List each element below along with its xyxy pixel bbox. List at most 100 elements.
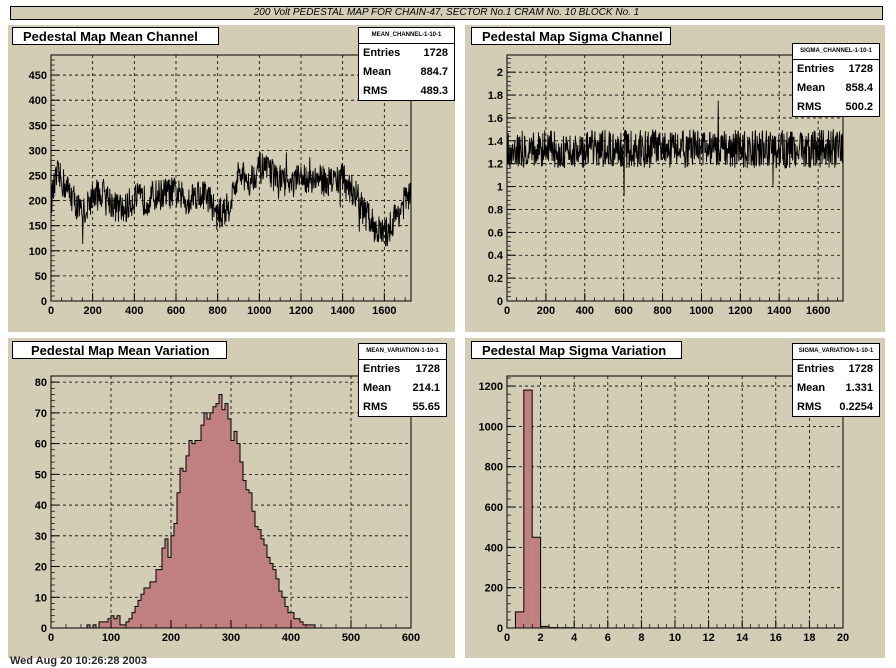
mean-label: Mean <box>363 382 392 394</box>
x-tick-label: 400 <box>576 305 594 317</box>
histogram-bar <box>132 612 135 628</box>
histogram-bar <box>177 492 180 628</box>
histogram-bar <box>207 419 210 628</box>
pad-mean-variation: 0 100 200 300 400 500 600 0 10 20 30 40 50 60 70 80 Ped… <box>8 338 455 658</box>
mean-value: 214.1 <box>412 382 440 394</box>
entries-label: Entries <box>363 47 401 59</box>
rms-value: 55.65 <box>412 401 440 413</box>
y-tick-label: 1.2 <box>488 159 503 171</box>
y-tick-label: 400 <box>29 95 47 107</box>
rms-value: 500.2 <box>845 101 873 113</box>
x-tick-label: 200 <box>83 305 101 317</box>
histogram-bar <box>228 419 231 628</box>
histogram-bar <box>246 489 249 628</box>
histogram-bar <box>285 606 288 628</box>
histogram-bar <box>222 409 225 628</box>
histogram-bar <box>156 569 159 628</box>
y-tick-label: 0 <box>497 623 503 635</box>
histogram-bar <box>180 468 183 628</box>
y-tick-label: 10 <box>35 592 47 604</box>
x-tick-label: 1000 <box>247 305 271 317</box>
histogram-bar <box>252 511 255 628</box>
histogram-bar <box>201 425 204 628</box>
y-tick-label: 0.6 <box>488 227 503 239</box>
sigma-variation-title: Pedestal Map Sigma Variation <box>471 341 682 359</box>
y-tick-label: 1000 <box>479 421 503 433</box>
stats-name: MEAN_CHANNEL-1-10-1 <box>359 28 454 44</box>
histogram-bar <box>276 578 279 628</box>
y-tick-label: 60 <box>35 439 47 451</box>
x-tick-label: 1000 <box>689 305 713 317</box>
histogram-bar <box>105 621 108 628</box>
histogram-bar <box>261 538 264 628</box>
y-tick-label: 400 <box>485 542 503 554</box>
y-tick-label: 80 <box>35 377 47 389</box>
x-tick-label: 1600 <box>806 305 830 317</box>
y-tick-label: 250 <box>29 170 47 182</box>
series-line <box>50 152 411 247</box>
histogram-bar <box>234 431 237 628</box>
entries-value: 1728 <box>848 363 873 375</box>
x-tick-label: 1200 <box>728 305 752 317</box>
histogram-bar <box>99 621 102 628</box>
y-tick-label: 2 <box>497 67 503 79</box>
histogram-bar <box>225 403 228 628</box>
histogram-bar <box>210 412 213 628</box>
x-tick-label: 200 <box>162 632 180 644</box>
sigma-variation-stats-box: SIGMA_VARIATION-1-10-1 Entries 1728 Mean 1… <box>792 343 880 417</box>
x-tick-label: 1600 <box>372 305 396 317</box>
histogram-bar <box>117 615 120 628</box>
histogram-bar <box>186 455 189 628</box>
histogram-bar <box>126 621 129 628</box>
y-tick-label: 600 <box>485 502 503 514</box>
histogram-bar <box>189 440 192 628</box>
entries-value: 1728 <box>848 63 873 75</box>
histogram-bar <box>120 624 123 628</box>
histogram-bar <box>87 624 90 628</box>
y-tick-label: 1.4 <box>488 136 504 148</box>
histogram-bar <box>291 612 294 628</box>
histogram-bar <box>114 618 117 628</box>
histogram-bar <box>108 618 111 628</box>
axes-frame <box>50 54 412 302</box>
x-tick-label: 800 <box>208 305 226 317</box>
x-tick-label: 400 <box>125 305 143 317</box>
y-tick-label: 0.4 <box>488 250 504 262</box>
histogram-bar <box>258 529 261 628</box>
y-tick-label: 0 <box>41 623 47 635</box>
stats-name: SIGMA_VARIATION-1-10-1 <box>793 344 879 360</box>
sigma-channel-stats-box: SIGMA_CHANNEL-1-10-1 Entries 1728 Mean 858… <box>792 43 880 117</box>
y-tick-label: 100 <box>29 246 47 258</box>
histogram-bar <box>270 563 273 628</box>
x-tick-label: 200 <box>537 305 555 317</box>
y-tick-label: 0 <box>497 296 503 308</box>
x-tick-label: 14 <box>736 632 749 644</box>
histogram-bar <box>294 618 297 628</box>
pad-sigma-channel: 0 200 400 600 800 1000 1200 1400 1600 0 0.2 0.4 0.6 0… <box>465 25 885 332</box>
x-tick-label: 600 <box>614 305 632 317</box>
entries-label: Entries <box>363 363 401 375</box>
pad-mean-channel: 0 200 400 600 800 1000 1200 1400 1600 0 50 100 150 20… <box>8 25 455 332</box>
histogram-bar <box>523 390 533 628</box>
plot-area <box>507 55 843 301</box>
histogram-bar <box>273 569 276 628</box>
pad-sigma-variation: 0 2 4 6 8 10 12 14 16 18 20 0 200 400 600 800 1000 1200 P… <box>465 338 885 658</box>
x-tick-label: 0 <box>504 632 510 644</box>
x-tick-label: 18 <box>803 632 815 644</box>
y-tick-label: 70 <box>35 408 47 420</box>
mean-variation-title: Pedestal Map Mean Variation <box>12 341 227 359</box>
stats-name: MEAN_VARIATION-1-10-1 <box>359 344 446 360</box>
histogram-bar <box>102 621 105 628</box>
y-tick-label: 1200 <box>479 381 503 393</box>
entries-label: Entries <box>797 363 835 375</box>
histogram-bar <box>515 611 524 628</box>
x-tick-label: 600 <box>402 632 420 644</box>
x-tick-label: 600 <box>167 305 185 317</box>
histogram-bar <box>159 569 162 628</box>
histogram-bar <box>288 612 291 628</box>
sigma-channel-title: Pedestal Map Sigma Channel <box>471 27 671 45</box>
mean-channel-plot: 0 200 400 600 800 1000 1200 1400 1600 0 50 100 150 20… <box>29 54 412 317</box>
mean-channel-title: Pedestal Map Mean Channel <box>12 27 219 45</box>
histogram-bar <box>306 624 309 628</box>
histogram-bar <box>216 403 219 628</box>
